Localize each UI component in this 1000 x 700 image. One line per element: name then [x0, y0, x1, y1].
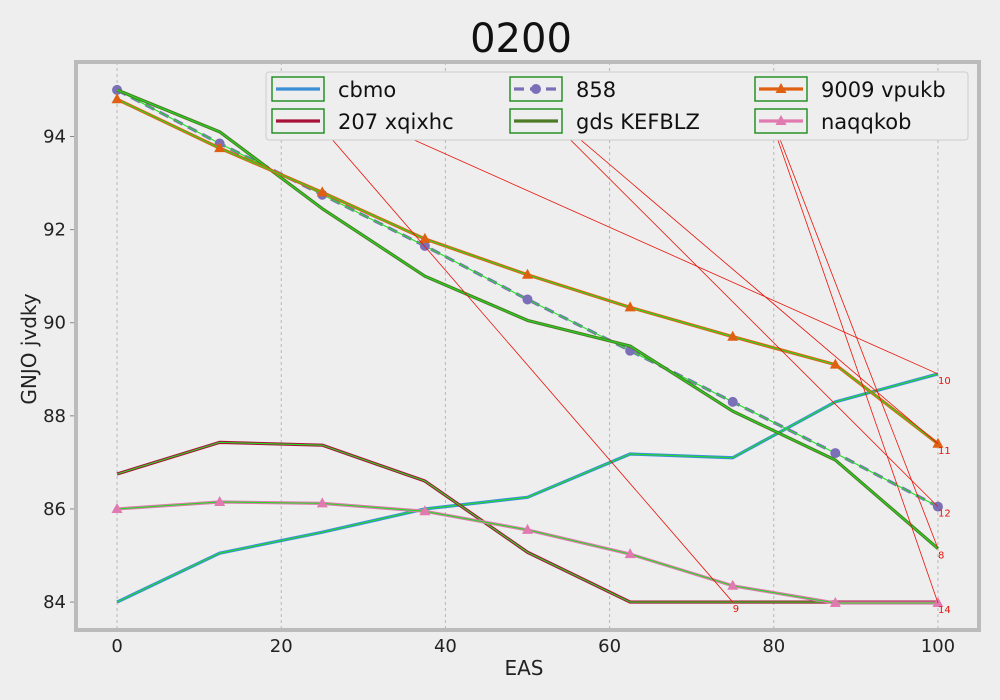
series-layer [111, 84, 944, 607]
data-point [830, 448, 841, 459]
legend-swatch-frame [509, 76, 563, 102]
annotation-label: 14 [938, 605, 951, 616]
series-2 [112, 84, 943, 512]
annotation-label: 9 [733, 604, 739, 615]
data-point [624, 548, 636, 559]
x-tick-label: 0 [111, 636, 122, 657]
series-line [116, 440, 938, 604]
x-tick-label: 20 [270, 636, 293, 657]
x-axis-ticks: 0 20 40 60 80 100 [111, 636, 955, 657]
data-point [624, 301, 636, 312]
legend-label: cbmo [338, 78, 396, 102]
data-point [316, 497, 328, 508]
data-point [522, 523, 533, 534]
legend-label: 9009 vpukb [821, 78, 946, 102]
legend-marker [775, 115, 787, 125]
data-point [419, 505, 431, 516]
data-point [214, 495, 226, 506]
series-4 [111, 93, 944, 448]
series-highlight-line [116, 89, 939, 549]
data-point [829, 596, 841, 607]
legend-label: naqqkob [821, 110, 911, 134]
legend-swatch-frame [271, 76, 325, 102]
data-point [727, 396, 738, 407]
annotation-line [510, 80, 939, 507]
series-3 [116, 88, 939, 550]
x-tick-label: 40 [434, 636, 457, 657]
legend-label: gds KEFBLZ [576, 110, 700, 134]
legend-marker [775, 83, 787, 93]
legend-label: 858 [576, 78, 616, 102]
y-axis-ticks: 84 86 88 90 92 94 [43, 126, 76, 613]
legend-swatch-frame [271, 108, 325, 134]
data-point [214, 142, 226, 153]
y-tick-label: 86 [43, 499, 66, 520]
annotation-label: 8 [938, 551, 944, 562]
y-tick-label: 88 [43, 406, 66, 427]
data-point [316, 186, 328, 197]
legend-marker [531, 84, 541, 94]
legend-swatch-frame [754, 76, 808, 102]
data-point [419, 232, 431, 243]
x-tick-label: 100 [921, 636, 955, 657]
annotation-line [280, 80, 734, 603]
grid [116, 62, 939, 630]
series-highlight-line [116, 441, 938, 603]
annotation-line [756, 80, 939, 549]
annotation-label: 10 [938, 376, 951, 387]
series-0 [116, 372, 939, 604]
data-point [111, 93, 123, 104]
series-1 [116, 440, 938, 604]
legend-label: 207 xqixhc [338, 110, 454, 134]
data-point [522, 294, 533, 305]
y-tick-label: 84 [43, 592, 66, 613]
x-axis-title: EAS [504, 656, 543, 680]
plot-frame [74, 60, 981, 632]
annotation-label: 12 [938, 509, 951, 520]
data-point [727, 579, 739, 590]
x-tick-label: 80 [762, 636, 785, 657]
y-tick-label: 92 [43, 220, 66, 241]
data-point [932, 437, 944, 448]
legend-item: gds KEFBLZ [509, 108, 700, 134]
x-tick-label: 60 [598, 636, 621, 657]
series-line [116, 372, 939, 604]
legend-item: naqqkob [754, 108, 911, 134]
series-5 [111, 495, 944, 607]
legend-swatch-frame [754, 108, 808, 134]
y-axis-title: GNJO jvdky [17, 293, 41, 404]
y-tick-label: 90 [43, 313, 66, 334]
legend: cbmo 207 xqixhc 858 gds KEFBLZ 9009 vpukb naq… [265, 71, 969, 141]
legend-swatch-frame [509, 108, 563, 134]
annotation-line [510, 80, 939, 445]
annotation-label: 11 [938, 446, 951, 457]
legend-item: 9009 vpukb [754, 76, 946, 102]
data-point [111, 502, 123, 513]
annotation-line [756, 80, 939, 604]
y-tick-label: 94 [43, 126, 66, 147]
annotation-layer: 9 10 11 12 8 14 [280, 80, 951, 616]
chart-title: 0200 [470, 16, 572, 62]
data-point [829, 358, 841, 369]
legend-item: 858 [509, 76, 616, 102]
series-highlight-line [116, 373, 939, 603]
legend-item: cbmo [271, 76, 396, 102]
data-point [727, 330, 739, 341]
legend-item: 207 xqixhc [271, 108, 454, 134]
data-point [522, 268, 533, 279]
